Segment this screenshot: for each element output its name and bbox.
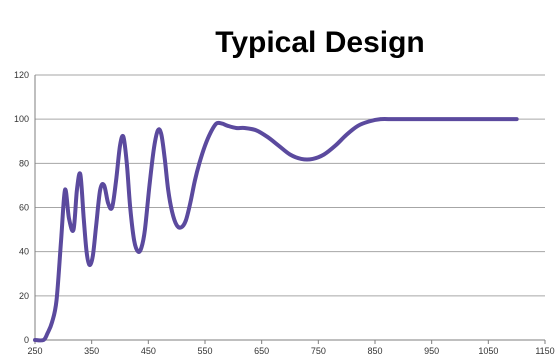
y-tick-label-60: 60: [19, 203, 29, 213]
series-layer: [33, 117, 519, 343]
x-tick-label-250: 250: [27, 346, 42, 356]
y-axis-tick-labels: 0 20 40 60 80 100 120: [14, 70, 29, 345]
x-tick-label-1150: 1150: [535, 346, 554, 356]
x-tick-label-550: 550: [197, 346, 212, 356]
x-tick-label-1050: 1050: [478, 346, 498, 356]
x-tick-label-350: 350: [84, 346, 99, 356]
series-line-0: [33, 117, 519, 343]
x-tick-label-850: 850: [367, 346, 382, 356]
x-tick-label-450: 450: [141, 346, 156, 356]
x-axis-tick-labels: 250 350 450 550 650 750 850 950 1050 1150: [27, 346, 554, 356]
y-tick-label-120: 120: [14, 70, 29, 80]
y-tick-label-40: 40: [19, 247, 29, 257]
y-tick-label-0: 0: [24, 335, 29, 345]
x-tick-label-650: 650: [254, 346, 269, 356]
y-tick-label-100: 100: [14, 114, 29, 124]
x-tick-label-750: 750: [311, 346, 326, 356]
gridlines: [35, 74, 545, 297]
y-tick-label-80: 80: [19, 158, 29, 168]
y-tick-label-20: 20: [19, 291, 29, 301]
x-tick-label-950: 950: [424, 346, 439, 356]
chart-title: Typical Design: [215, 26, 425, 59]
